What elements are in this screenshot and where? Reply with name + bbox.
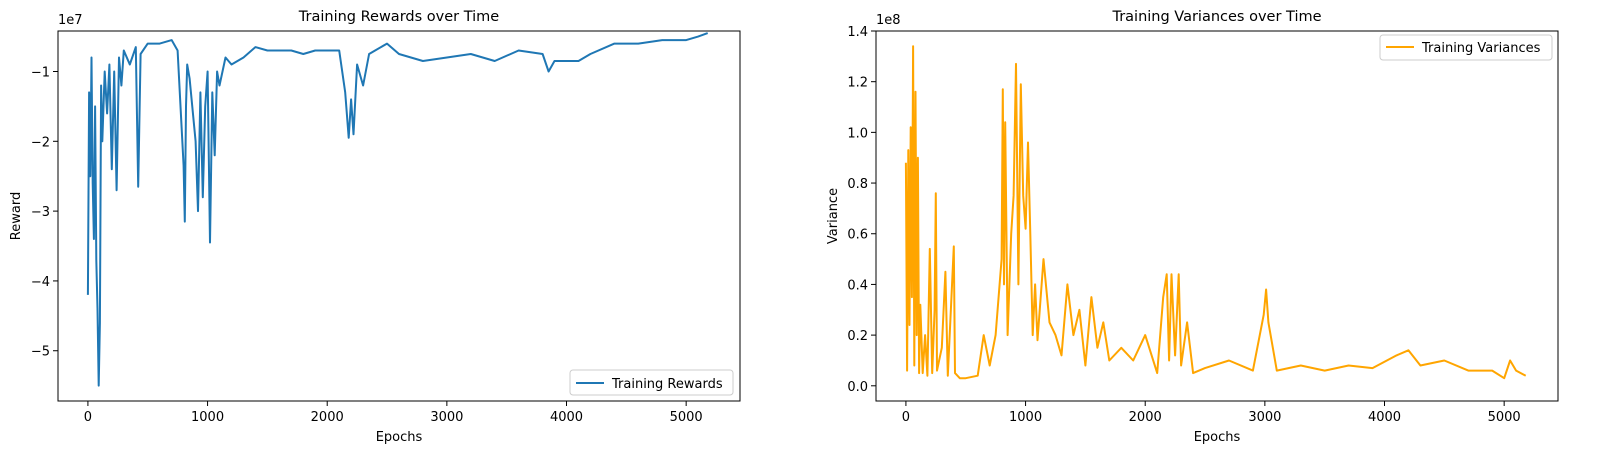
variances-x-tick-label: 2000 — [1129, 410, 1162, 425]
variances-y-tick-label: 0.8 — [847, 177, 868, 192]
rewards-y-tick-label: −3 — [31, 205, 50, 220]
variances-legend: Training Variances — [1379, 34, 1553, 61]
rewards-y-tick-label: −1 — [31, 65, 50, 80]
rewards-x-tick-label: 0 — [84, 410, 92, 425]
variances-legend-label: Training Variances — [1421, 41, 1541, 56]
rewards-x-axis-label: Epochs — [376, 430, 423, 445]
rewards-y-tick-label: −5 — [31, 345, 50, 360]
rewards-legend-label: Training Rewards — [611, 377, 723, 392]
rewards-x-tick-label: 2000 — [311, 410, 344, 425]
variances-y-tick-label: 1.2 — [847, 76, 868, 91]
rewards-y-offset-label: 1e7 — [58, 13, 83, 28]
rewards-x-tick-label: 4000 — [550, 410, 583, 425]
variances-y-tick-label: 0.2 — [847, 329, 868, 344]
rewards-series-line — [86, 32, 709, 387]
variances-y-tick-label: 0.6 — [847, 228, 868, 243]
rewards-chart: Training Rewards over Time 1e7 Epochs Re… — [9, 9, 741, 445]
rewards-x-tick-label: 3000 — [430, 410, 463, 425]
variances-y-tick-label: 0.4 — [847, 278, 868, 293]
variances-y-offset-label: 1e8 — [876, 13, 901, 28]
rewards-y-axis-label: Reward — [9, 192, 24, 240]
variances-y-axis-label: Variance — [826, 188, 841, 244]
rewards-chart-title: Training Rewards over Time — [298, 9, 499, 25]
variances-y-tick-label: 1.0 — [847, 126, 868, 141]
rewards-x-tick-label: 1000 — [191, 410, 224, 425]
variances-chart: Training Variances over Time 1e8 Epochs … — [826, 9, 1559, 445]
variances-y-tick-label: 1.4 — [847, 25, 868, 40]
variances-x-axis-label: Epochs — [1194, 430, 1241, 445]
variances-x-tick-label: 0 — [902, 410, 910, 425]
variances-series-line — [904, 45, 1527, 380]
rewards-line-layer — [86, 32, 709, 387]
rewards-legend: Training Rewards — [569, 369, 734, 396]
rewards-x-tick-label: 5000 — [670, 410, 703, 425]
variances-line-layer — [904, 45, 1527, 380]
variances-x-tick-label: 4000 — [1368, 410, 1401, 425]
variances-x-tick-label: 5000 — [1488, 410, 1521, 425]
variances-ticks: 0 1000 2000 3000 4000 5000 0.0 0.2 0.4 0.6 0.8 1.0 1… — [847, 25, 1520, 425]
rewards-plot-area — [57, 30, 741, 402]
variances-y-tick-label: 0.0 — [847, 380, 868, 395]
rewards-y-tick-label: −4 — [31, 275, 50, 290]
rewards-ticks: 0 1000 2000 3000 4000 5000 −5 −4 −3 −2 −1 — [31, 65, 703, 425]
variances-plot-area — [875, 30, 1559, 402]
variances-chart-title: Training Variances over Time — [1111, 9, 1321, 25]
rewards-y-tick-label: −2 — [31, 135, 50, 150]
variances-x-tick-label: 1000 — [1009, 410, 1042, 425]
variances-x-tick-label: 3000 — [1248, 410, 1281, 425]
